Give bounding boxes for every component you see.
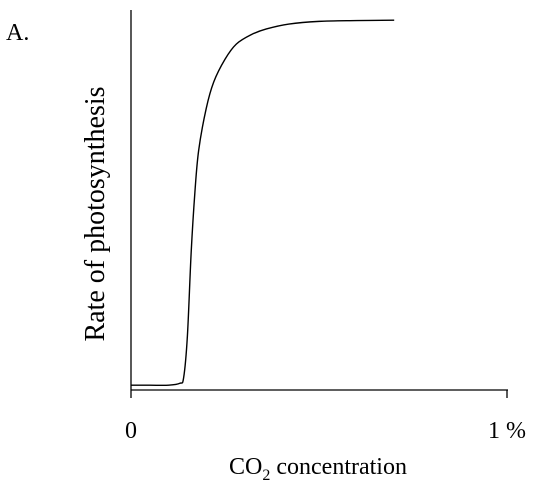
series-line bbox=[131, 19, 395, 387]
x-tick-label-one: 1 % bbox=[488, 418, 526, 444]
panel-label: A. bbox=[6, 20, 29, 46]
x-axis-label-subscript: 2 bbox=[262, 467, 270, 484]
x-axis-label-base: CO bbox=[229, 454, 262, 480]
x-axis-label: CO2 concentration bbox=[229, 454, 407, 484]
x-axis-label-rest: concentration bbox=[270, 454, 407, 480]
y-axis-label: Rate of photosynthesis bbox=[80, 86, 111, 341]
x-tick-label-zero: 0 bbox=[125, 418, 137, 444]
